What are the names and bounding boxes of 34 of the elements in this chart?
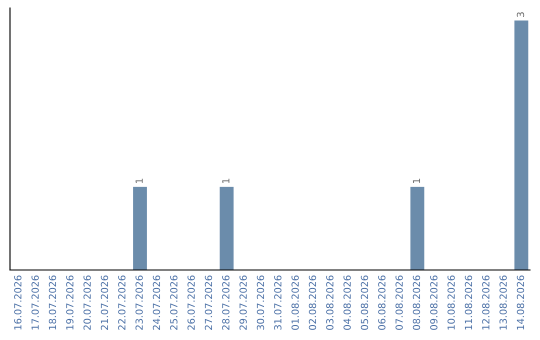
- x-tick-label: 06.08.2026: [378, 275, 386, 330]
- x-tick-label: 08.08.2026: [412, 275, 420, 330]
- x-tick-label: 29.07.2026: [239, 275, 247, 330]
- x-tick-label: 24.07.2026: [152, 275, 160, 330]
- x-tick-label: 21.07.2026: [100, 275, 108, 330]
- x-tick-label: 11.08.2026: [464, 275, 472, 330]
- x-tick-label: 19.07.2026: [66, 275, 74, 330]
- x-tick-label: 12.08.2026: [482, 275, 490, 330]
- x-tick-label: 13.08.2026: [499, 275, 507, 330]
- x-tick-label: 03.08.2026: [326, 275, 334, 330]
- x-tick-label: 22.07.2026: [118, 275, 126, 330]
- x-tick-label: 14.08.2026: [516, 275, 524, 330]
- x-tick-label: 10.08.2026: [447, 275, 455, 330]
- x-tick-label: 04.08.2026: [343, 275, 351, 330]
- x-tick-label: 18.07.2026: [48, 275, 56, 330]
- data-label: 1: [222, 178, 230, 183]
- x-tick-label: 26.07.2026: [187, 275, 195, 330]
- x-tick-label: 02.08.2026: [308, 275, 316, 330]
- x-tick-label: 05.08.2026: [360, 275, 368, 330]
- x-tick-label: 25.07.2026: [170, 275, 178, 330]
- data-label: 1: [412, 178, 420, 183]
- x-tick-label: 23.07.2026: [135, 275, 143, 330]
- x-tick-label: 28.07.2026: [222, 275, 230, 330]
- x-tick-label: 09.08.2026: [430, 275, 438, 330]
- x-tick-label: 07.08.2026: [395, 275, 403, 330]
- data-label: 3: [516, 12, 524, 17]
- x-tick-label: 17.07.2026: [31, 275, 39, 330]
- x-tick-label: 16.07.2026: [14, 275, 22, 330]
- x-tick-label: 30.07.2026: [256, 275, 264, 330]
- data-label: 1: [136, 178, 143, 183]
- x-tick-label: 27.07.2026: [204, 275, 212, 330]
- x-tick-label: 31.07.2026: [274, 275, 282, 330]
- x-tick-label: 01.08.2026: [291, 275, 299, 330]
- x-tick-label: 20.07.2026: [83, 275, 91, 330]
